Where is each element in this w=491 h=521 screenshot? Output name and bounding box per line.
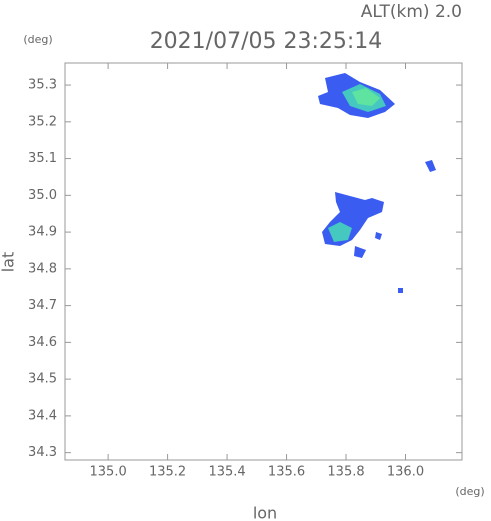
altitude-label: ALT(km) 2.0 [361, 2, 462, 22]
plot-frame [64, 62, 463, 461]
y-unit: (deg) [23, 33, 52, 46]
x-unit: (deg) [455, 485, 484, 498]
x-tick-label: 135.6 [268, 465, 305, 480]
y-tick-label: 34.4 [28, 408, 57, 423]
x-axis-label: lon [253, 504, 277, 521]
x-tick-label: 135.2 [149, 465, 186, 480]
y-tick-label: 35.1 [28, 151, 57, 166]
x-tick-label: 135.8 [327, 465, 364, 480]
y-tick-label: 34.7 [28, 298, 57, 313]
radar-echoes [318, 73, 436, 293]
y-tick-label: 35.2 [28, 114, 57, 129]
y-axis-label: lat [0, 252, 18, 273]
echo [352, 88, 380, 106]
echo [375, 232, 382, 240]
y-tick-label: 34.8 [28, 261, 57, 276]
echo [425, 160, 436, 172]
x-tick-label: 136.0 [387, 465, 424, 480]
y-tick-label: 34.9 [28, 225, 57, 240]
y-tick-label: 35.3 [28, 78, 57, 93]
y-tick-label: 34.6 [28, 335, 57, 350]
echo [354, 246, 366, 258]
echo [398, 288, 403, 293]
echo [322, 192, 384, 246]
x-tick-label: 135.0 [90, 465, 127, 480]
x-tick-label: 135.4 [208, 465, 245, 480]
y-tick-label: 35.0 [28, 188, 57, 203]
y-tick-label: 34.3 [28, 445, 57, 460]
echo [328, 222, 352, 242]
chart-title: 2021/07/05 23:25:14 [150, 29, 383, 54]
y-tick-label: 34.5 [28, 372, 57, 387]
